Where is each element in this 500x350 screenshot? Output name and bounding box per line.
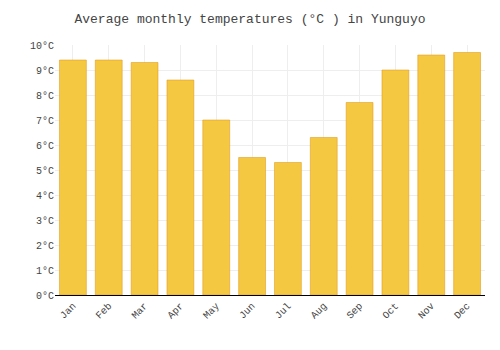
svg-text:7°C: 7°C bbox=[36, 116, 54, 127]
svg-text:9°C: 9°C bbox=[36, 66, 54, 77]
svg-text:Mar: Mar bbox=[130, 301, 151, 322]
svg-text:2°C: 2°C bbox=[36, 241, 54, 252]
svg-text:Sep: Sep bbox=[345, 301, 366, 322]
svg-text:10°C: 10°C bbox=[30, 41, 54, 52]
svg-text:6°C: 6°C bbox=[36, 141, 54, 152]
svg-text:Jan: Jan bbox=[58, 301, 79, 322]
svg-text:Nov: Nov bbox=[416, 301, 437, 322]
svg-text:Dec: Dec bbox=[452, 301, 473, 322]
svg-text:Oct: Oct bbox=[381, 301, 402, 322]
svg-text:5°C: 5°C bbox=[36, 166, 54, 177]
svg-text:3°C: 3°C bbox=[36, 216, 54, 227]
svg-text:4°C: 4°C bbox=[36, 191, 54, 202]
svg-text:Feb: Feb bbox=[94, 301, 115, 322]
svg-text:Apr: Apr bbox=[166, 301, 187, 322]
svg-text:Jul: Jul bbox=[273, 301, 294, 322]
svg-text:Average monthly temperatures (: Average monthly temperatures (°C ) in Yu… bbox=[74, 12, 425, 27]
svg-text:May: May bbox=[201, 301, 222, 322]
svg-text:8°C: 8°C bbox=[36, 91, 54, 102]
svg-text:Aug: Aug bbox=[309, 301, 330, 322]
svg-text:Jun: Jun bbox=[237, 301, 258, 322]
svg-text:0°C: 0°C bbox=[36, 291, 54, 302]
svg-text:1°C: 1°C bbox=[36, 266, 54, 277]
